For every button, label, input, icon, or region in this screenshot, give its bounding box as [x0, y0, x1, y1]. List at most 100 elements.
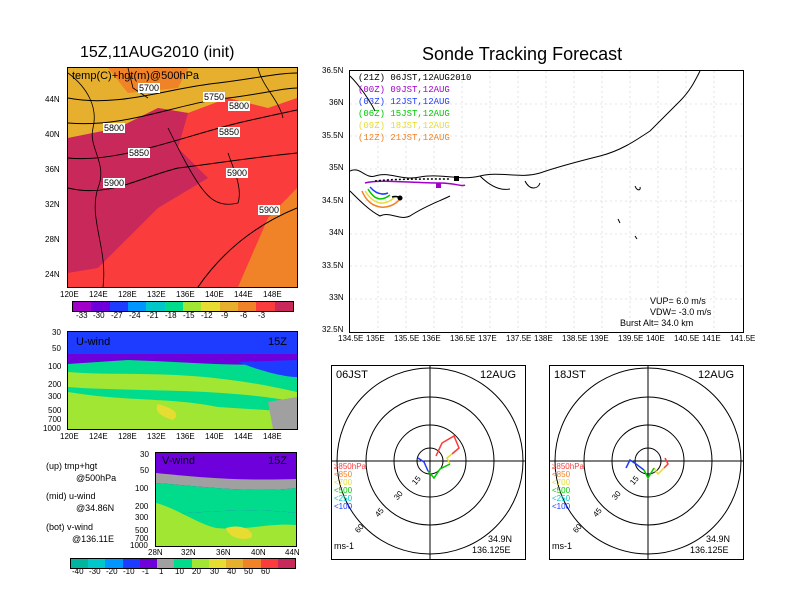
- lat-tick: 44N: [45, 95, 60, 104]
- right-title: Sonde Tracking Forecast: [422, 44, 623, 64]
- uwind-x-tick: 132E: [147, 432, 166, 441]
- colorbar-swatch: [146, 302, 165, 311]
- vwind-time: 15Z: [268, 455, 287, 467]
- hodo2-level: ≥850hPa: [552, 462, 584, 471]
- colorbar-swatch: [71, 559, 89, 568]
- colorbar-tick: -3: [258, 311, 266, 320]
- uwind-x-tick: 124E: [89, 432, 108, 441]
- uwind-x-tick: 144E: [234, 432, 253, 441]
- track-lat-tick: 34.5N: [322, 196, 344, 205]
- colorbar-swatch: [191, 559, 209, 568]
- left-title: 15Z,11AUG2010 (init): [80, 44, 235, 61]
- colorbar-swatch: [219, 302, 238, 311]
- vwind-x-tick: 40N: [251, 548, 266, 557]
- track-lon-tick: 140E: [646, 334, 665, 343]
- wind-colorbar: [70, 558, 296, 569]
- lon-tick: 124E: [89, 290, 108, 299]
- track-lon-tick: 141E: [702, 334, 721, 343]
- contour-label: 5800: [103, 123, 126, 133]
- colorbar-swatch: [260, 559, 278, 568]
- track-legend-1: (00Z) 09JST,12AUG: [358, 85, 450, 95]
- vup-text: VUP= 6.0 m/s: [650, 296, 706, 306]
- vwind-y-tick: 1000: [130, 541, 148, 550]
- colorbar-tick: -30: [93, 311, 105, 320]
- colorbar-swatch: [127, 302, 147, 311]
- uwind-x-tick: 136E: [176, 432, 195, 441]
- colorbar-swatch: [174, 559, 192, 568]
- hodo1-date: 12AUG: [480, 369, 517, 381]
- contour-label: 5800: [228, 101, 251, 111]
- contour-label: 5900: [226, 168, 249, 178]
- track-lat-tick: 33N: [329, 293, 344, 302]
- hodograph-06jst: 06JST 12AUG 15 30 45 60 ms-1 34.9N 136.1…: [331, 365, 526, 560]
- colorbar-swatch: [91, 302, 110, 311]
- uwind-y-tick: 30: [52, 328, 61, 337]
- map500-label: temp(C)+hgt(m)@500hPa: [72, 70, 200, 82]
- burst-alt-text: Burst Alt= 34.0 km: [620, 318, 694, 328]
- lat-tick: 24N: [45, 270, 60, 279]
- hodo2-level: <100: [552, 502, 571, 511]
- hodo1-lon: 136.125E: [472, 545, 511, 555]
- hodo1-level: <500: [334, 486, 353, 495]
- track-lon-tick: 141.5E: [730, 334, 756, 343]
- lon-tick: 144E: [234, 290, 253, 299]
- hodo1-units: ms-1: [334, 541, 354, 551]
- track-lon-tick: 139.5E: [618, 334, 644, 343]
- wind-colorbar-tick: 20: [192, 567, 201, 576]
- track-lon-tick: 137.5E: [506, 334, 532, 343]
- hodograph-plot: [550, 366, 743, 559]
- wind-colorbar-tick: 30: [210, 567, 219, 576]
- hodo1-level: <250: [334, 494, 353, 503]
- colorbar-swatch: [237, 302, 257, 311]
- colorbar-swatch: [226, 559, 244, 568]
- vwind-y-tick: 500: [135, 526, 149, 535]
- colorbar-tick: -18: [165, 311, 177, 320]
- track-lat-tick: 35.5N: [322, 131, 344, 140]
- vwind-y-tick: 700: [135, 534, 149, 543]
- hodo2-date: 12AUG: [698, 369, 735, 381]
- colorbar-swatch: [105, 559, 123, 568]
- track-lat-tick: 36N: [329, 98, 344, 107]
- wind-colorbar-tick: -30: [89, 567, 101, 576]
- note-up: (up) tmp+hgt: [46, 461, 98, 471]
- note-mid-level: @34.86N: [76, 503, 115, 513]
- uwind-y-tick: 700: [48, 415, 62, 424]
- contour-label: 5700: [138, 83, 161, 93]
- vwind-y-tick: 50: [140, 466, 149, 475]
- note-bot: (bot) v-wind: [46, 522, 94, 532]
- uwind-x-tick: 128E: [118, 432, 137, 441]
- lon-tick: 136E: [176, 290, 195, 299]
- vwind-x-tick: 28N: [148, 548, 163, 557]
- track-lon-tick: 138.5E: [562, 334, 588, 343]
- track-lon-tick: 135.5E: [394, 334, 420, 343]
- colorbar-tick: -24: [129, 311, 141, 320]
- colorbar-tick: -27: [111, 311, 123, 320]
- uwind-panel: U-wind 15Z: [67, 331, 298, 430]
- hodo1-lat: 34.9N: [488, 534, 513, 544]
- colorbar-swatch: [274, 302, 293, 311]
- hodo2-level: <250: [552, 494, 571, 503]
- colorbar-swatch: [243, 559, 261, 568]
- hodograph-plot: [332, 366, 525, 559]
- track-lon-tick: 136E: [422, 334, 441, 343]
- wind-colorbar-tick: -10: [123, 567, 135, 576]
- track-lon-tick: 138E: [534, 334, 553, 343]
- uwind-y-tick: 200: [48, 380, 62, 389]
- colorbar-swatch: [73, 302, 92, 311]
- track-panel: (21Z) 06JST,12AUG2010 (00Z) 09JST,12AUG …: [349, 70, 744, 333]
- wind-colorbar-tick: 60: [261, 567, 270, 576]
- lat-tick: 28N: [45, 235, 60, 244]
- hodo2-lat: 34.9N: [706, 534, 731, 544]
- track-legend-4: (09Z) 18JST,12AUG: [358, 121, 450, 131]
- colorbar-tick: -33: [76, 311, 88, 320]
- vwind-label: V-wind: [162, 455, 196, 467]
- track-lat-tick: 36.5N: [322, 66, 344, 75]
- track-map: [350, 71, 743, 332]
- track-lon-tick: 139E: [590, 334, 609, 343]
- vwind-y-tick: 300: [135, 513, 149, 522]
- uwind-time: 15Z: [268, 336, 287, 348]
- uwind-label: U-wind: [76, 336, 111, 348]
- vwind-panel: V-wind 15Z: [155, 452, 297, 547]
- contour-label: 5850: [218, 127, 241, 137]
- colorbar-tick: -21: [147, 311, 159, 320]
